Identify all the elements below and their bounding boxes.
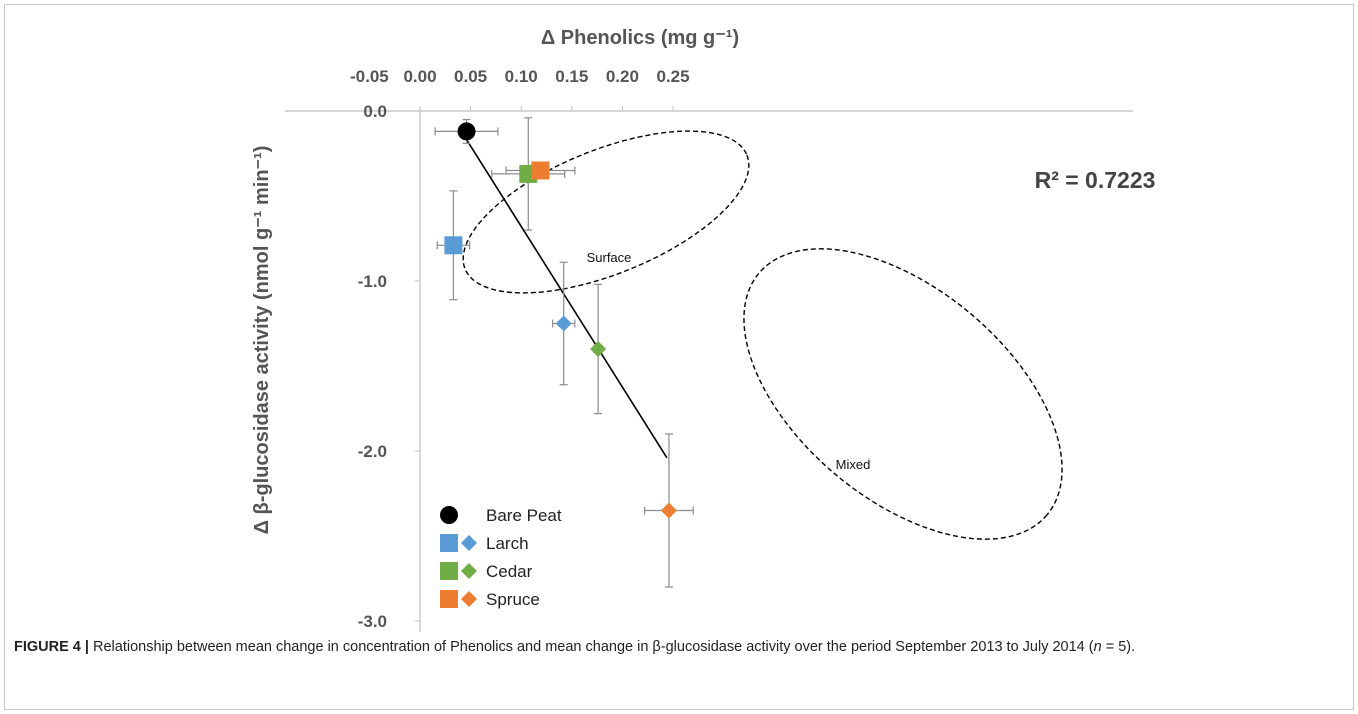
larch-diamond-point [555,315,572,332]
scatter-chart: -0.05 0.00 0.05 0.10 0.15 0.20 0.25 0.0 -1.0 -2.0… [251,27,1155,632]
y-tick-label: -3.0 [358,612,387,631]
r-squared-label: R² = 0.7223 [1035,167,1156,193]
legend-spruce-diamond-swatch [461,591,477,607]
y-tick-label: -2.0 [358,442,387,461]
mixed-group-ellipse [743,248,1063,540]
caption-text: Relationship between mean change in conc… [88,639,1094,655]
x-tick-label: 0.15 [555,67,588,86]
caption-n-symbol: n [1093,639,1102,655]
x-tick-label: 0.25 [656,67,689,86]
figure-label: FIGURE 4 | [14,639,89,655]
y-tick-label: -1.0 [358,272,387,291]
x-tick-label: 0.10 [505,67,538,86]
legend-cedar-diamond-swatch [461,563,477,579]
group-ellipses [462,130,1063,540]
bare-peat-circle-point [457,122,476,141]
legend-cedar-square-swatch [440,562,458,580]
legend-label: Bare Peat [486,506,562,525]
error-bars [434,117,694,588]
larch-square-point [444,236,463,255]
x-tick-label: 0.00 [403,67,436,86]
y-tick-label: 0.0 [363,102,387,121]
spruce-square-point [531,161,550,180]
legend-label: Spruce [486,590,540,609]
legend-spruce-square-swatch [440,590,458,608]
y-axis-title: Δ β-glucosidase activity (nmol g⁻¹ min⁻¹… [251,146,273,535]
legend-larch-square-swatch [440,534,458,552]
surface-group-ellipse [462,130,750,294]
legend-bare-peat-circle-swatch [440,506,458,524]
figure-caption: FIGURE 4 | Relationship between mean cha… [14,636,1344,659]
surface-group-label: Surface [587,250,632,265]
caption-text-end: = 5). [1101,639,1136,655]
mixed-group-label: Mixed [836,457,871,472]
chart-labels: Δ Phenolics (mg g⁻¹) Δ β-glucosidase acti… [251,27,1155,534]
legend-larch-diamond-swatch [461,535,477,551]
legend-label: Larch [486,534,529,553]
legend-label: Cedar [486,562,533,581]
trendline [462,134,668,459]
spruce-diamond-point [660,502,677,519]
cedar-diamond-point [590,341,607,357]
x-axis-title: Δ Phenolics (mg g⁻¹) [541,27,739,49]
legend: Bare Peat Larch Cedar Spruce [440,506,562,609]
figure-frame [4,4,1354,710]
data-points [444,122,677,519]
x-tick-label: 0.20 [606,67,639,86]
trendline-layer [462,134,668,459]
x-tick-label: 0.05 [454,67,487,86]
axes: -0.05 0.00 0.05 0.10 0.15 0.20 0.25 0.0 -1.0 -2.0… [285,67,1133,632]
x-tick-label: -0.05 [350,67,389,86]
